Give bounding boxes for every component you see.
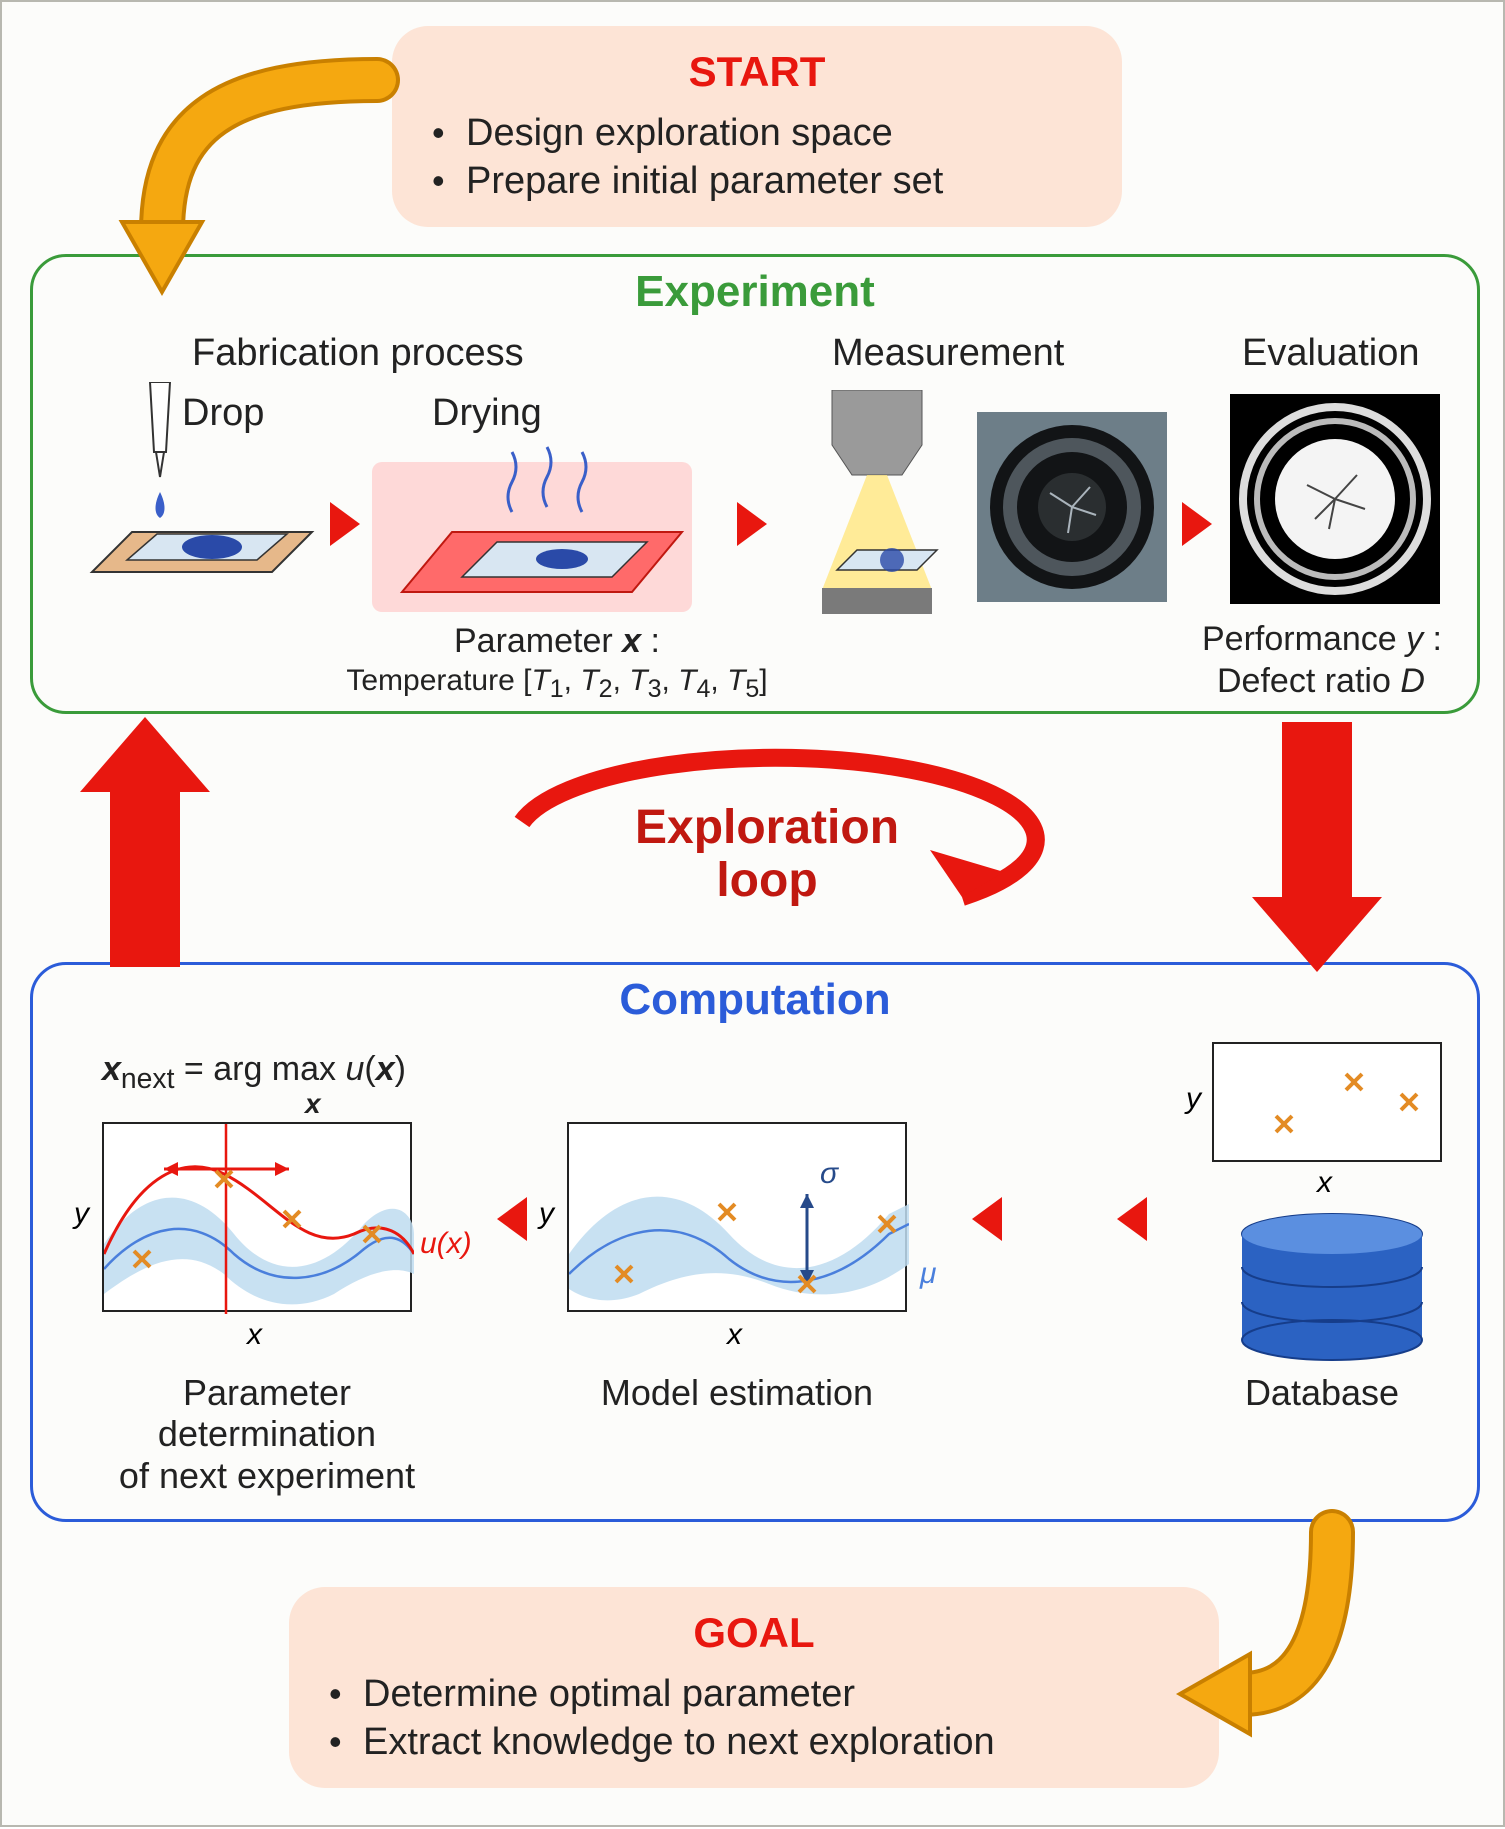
perf-var-y: y bbox=[1406, 620, 1423, 658]
arrow-computation-to-experiment bbox=[80, 717, 210, 967]
arrow-db-to-model bbox=[972, 1197, 1002, 1241]
t2s: 2 bbox=[599, 675, 613, 703]
chart-scatter-x: x bbox=[1317, 1166, 1332, 1200]
sigma-label: σ bbox=[820, 1157, 838, 1191]
xnext-formula: xnext = arg max u(x) bbox=[102, 1050, 406, 1096]
caption-mid: Model estimation bbox=[567, 1372, 907, 1413]
goal-item-1: Extract knowledge to next exploration bbox=[329, 1719, 1179, 1767]
argmax-under-x: x bbox=[305, 1088, 321, 1120]
param-line1: Parameter x : bbox=[372, 622, 742, 661]
t3s: 3 bbox=[648, 675, 662, 703]
arrow-model-to-param bbox=[497, 1197, 527, 1241]
loop-line2: loop bbox=[716, 854, 817, 907]
start-item-1: Prepare initial parameter set bbox=[432, 158, 1082, 206]
fx-u: u bbox=[345, 1050, 364, 1088]
drying-icon bbox=[372, 432, 692, 622]
ux-label: u(x) bbox=[420, 1227, 472, 1261]
start-box: START Design exploration space Prepare i… bbox=[392, 26, 1122, 227]
loop-line1: Exploration bbox=[635, 801, 899, 854]
fx-mid: = arg max bbox=[174, 1050, 345, 1088]
t5s: 5 bbox=[745, 675, 759, 703]
fx-sub: next bbox=[121, 1063, 175, 1095]
fx-open: ( bbox=[364, 1050, 375, 1088]
goal-box: GOAL Determine optimal parameter Extract… bbox=[289, 1587, 1219, 1788]
arrow-scatter-to-db bbox=[1117, 1197, 1147, 1241]
computation-title: Computation bbox=[33, 975, 1477, 1025]
caption-right: Database bbox=[1192, 1372, 1452, 1413]
goal-bullets: Determine optimal parameter Extract know… bbox=[329, 1671, 1179, 1766]
t3: T bbox=[629, 664, 647, 697]
caption-left: Parameter determinationof next experimen… bbox=[82, 1372, 452, 1496]
start-bullets: Design exploration space Prepare initial… bbox=[432, 110, 1082, 205]
arrow-drying-meas bbox=[737, 502, 767, 546]
fabrication-label: Fabrication process bbox=[192, 332, 524, 375]
drop-icon bbox=[72, 382, 332, 622]
arrow-drop-drying bbox=[330, 502, 360, 546]
param-suffix: ] bbox=[759, 664, 767, 697]
perf-var-d: D bbox=[1400, 662, 1425, 700]
chart-mid-x: x bbox=[727, 1318, 742, 1352]
evaluation-label: Evaluation bbox=[1242, 332, 1419, 375]
chart-model bbox=[567, 1122, 907, 1312]
param-line2: Temperature [T1, T2, T3, T4, T5] bbox=[332, 664, 782, 704]
goal-title: GOAL bbox=[329, 1609, 1179, 1657]
start-item-0: Design exploration space bbox=[432, 110, 1082, 158]
param-var-x: x bbox=[622, 622, 641, 660]
measurement-photo bbox=[977, 412, 1167, 602]
t4s: 4 bbox=[696, 675, 710, 703]
t2: T bbox=[580, 664, 598, 697]
start-title: START bbox=[432, 48, 1082, 96]
measurement-label: Measurement bbox=[832, 332, 1064, 375]
t5: T bbox=[727, 664, 745, 697]
mu-label: μ bbox=[920, 1257, 936, 1291]
fx-x: x bbox=[102, 1050, 121, 1088]
chart-scatter bbox=[1212, 1042, 1442, 1162]
param-word: Parameter bbox=[454, 622, 613, 660]
exploration-loop-label: Exploration loop bbox=[602, 802, 932, 908]
perf-word: Performance bbox=[1202, 620, 1406, 658]
goal-item-0: Determine optimal parameter bbox=[329, 1671, 1179, 1719]
perf-colon: : bbox=[1423, 620, 1442, 658]
t4: T bbox=[678, 664, 696, 697]
drying-label: Drying bbox=[432, 392, 542, 435]
chart-left-y: y bbox=[74, 1197, 89, 1231]
performance-line1: Performance y : bbox=[1202, 620, 1482, 659]
database-icon bbox=[1237, 1212, 1427, 1362]
chart-scatter-y: y bbox=[1186, 1082, 1201, 1116]
fx-close: ) bbox=[395, 1050, 406, 1088]
t1: T bbox=[531, 664, 549, 697]
perf-word2: Defect ratio bbox=[1217, 662, 1400, 700]
chart-mid-y: y bbox=[539, 1197, 554, 1231]
measurement-device-icon bbox=[792, 390, 962, 620]
param-prefix: Temperature [ bbox=[346, 664, 531, 697]
arrow-experiment-to-computation bbox=[1252, 722, 1382, 972]
chart-acquisition bbox=[102, 1122, 412, 1312]
arrow-meas-eval bbox=[1182, 502, 1212, 546]
evaluation-image bbox=[1230, 394, 1440, 604]
experiment-title: Experiment bbox=[33, 267, 1477, 317]
performance-line2: Defect ratio D bbox=[1217, 662, 1497, 701]
chart-left-x: x bbox=[247, 1318, 262, 1352]
diagram-canvas: START Design exploration space Prepare i… bbox=[0, 0, 1505, 1827]
t1s: 1 bbox=[550, 675, 564, 703]
param-colon: : bbox=[641, 622, 660, 660]
fx-arg: x bbox=[376, 1050, 395, 1088]
